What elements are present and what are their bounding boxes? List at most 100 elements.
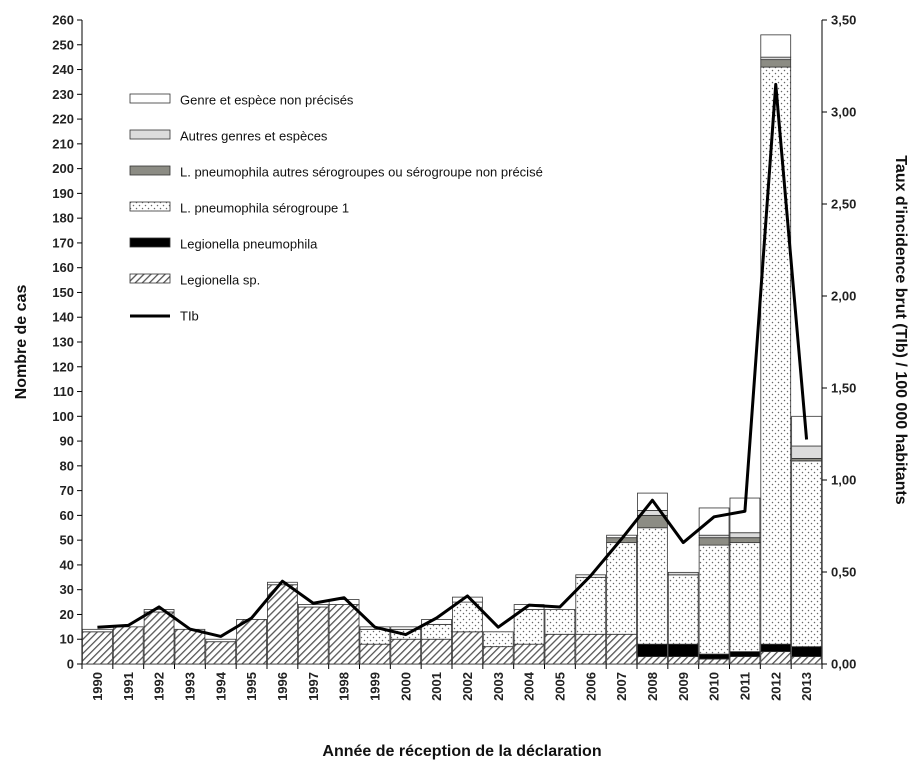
y-tick-label: 120 [52, 359, 74, 374]
y-tick-label: 220 [52, 112, 74, 127]
y2-tick-label: 0,00 [831, 657, 856, 672]
y2-tick-label: 2,00 [831, 289, 856, 304]
y-tick-label: 90 [60, 434, 74, 449]
bar-segment-diagonal-hatch [297, 606, 329, 665]
legend-swatch [129, 201, 171, 212]
y-tick-label: 160 [52, 260, 74, 275]
x-tick-label: 2012 [768, 672, 783, 701]
y-tick-label: 20 [60, 607, 74, 622]
x-tick-label: 2013 [799, 672, 814, 701]
legend-swatch [129, 237, 171, 248]
y-tick-label: 10 [60, 632, 74, 647]
bar-segment-solid-black [698, 653, 730, 660]
bar-segment-dark-grey [698, 537, 730, 546]
y-tick-label: 40 [60, 557, 74, 572]
y-tick-label: 200 [52, 161, 74, 176]
x-tick-label: 2004 [522, 671, 537, 701]
tick-labels: 0 10 20 30 40 50 60 70 80 90 100 110 120 130 140 150 160… [52, 13, 856, 701]
bar-segment-dots [667, 574, 699, 645]
bar-segment-white [143, 609, 175, 613]
y-tick-label: 210 [52, 136, 74, 151]
x-tick-label: 1994 [213, 671, 228, 701]
x-tick-label: 2007 [614, 672, 629, 701]
x-tick-label: 2002 [460, 672, 475, 701]
x-tick-label: 2005 [552, 672, 567, 701]
bar-segment-dark-grey [729, 537, 761, 544]
bar-segment-diagonal-hatch [328, 604, 360, 665]
x-tick-label: 2001 [429, 672, 444, 701]
bar-segment-diagonal-hatch [236, 619, 267, 665]
x-tick-label: 2011 [737, 672, 752, 700]
x-tick-label: 1997 [306, 672, 321, 701]
y-tick-label: 50 [60, 533, 74, 548]
legend-swatch [129, 273, 171, 284]
bar-segment-diagonal-hatch [575, 633, 607, 665]
bar-segment-light-grey [791, 445, 822, 459]
legend-swatch [129, 165, 171, 176]
bar-segment-white [297, 604, 329, 608]
bar-segment-solid-black [729, 651, 761, 657]
x-tick-label: 1993 [182, 672, 197, 701]
legend-label: Legionella sp. [180, 273, 260, 288]
bar-segment-diagonal-hatch [606, 633, 637, 665]
bar-segment-solid-black [760, 643, 792, 653]
legend-label: Genre et espèce non précisés [180, 93, 354, 108]
bar-segment-diagonal-hatch [143, 611, 175, 665]
bar-segment-dots [544, 609, 576, 635]
bar-segment-dots [606, 542, 637, 635]
y-tick-label: 240 [52, 62, 74, 77]
bar-segment-dark-grey [760, 59, 792, 68]
x-axis-title: Année de réception de la déclaration [322, 743, 601, 760]
y-tick-label: 190 [52, 186, 74, 201]
legend-label: TIb [180, 309, 199, 324]
bar-segment-diagonal-hatch [637, 656, 668, 665]
y-tick-label: 140 [52, 310, 74, 325]
bar-segment-dark-grey [637, 514, 668, 529]
y2-tick-label: 1,00 [831, 473, 856, 488]
bar-segment-dots [729, 542, 761, 653]
x-tick-label: 2003 [491, 672, 506, 701]
legend-swatch [129, 129, 171, 140]
y-tick-label: 130 [52, 335, 74, 350]
x-tick-label: 1998 [337, 672, 352, 701]
bar-segment-diagonal-hatch [174, 628, 206, 665]
y-tick-label: 0 [67, 657, 74, 672]
y-tick-label: 170 [52, 235, 74, 250]
bar-segment-diagonal-hatch [390, 638, 422, 665]
x-tick-label: 1999 [367, 672, 382, 701]
bar-segment-white [760, 34, 792, 58]
legend-swatch [129, 93, 171, 104]
bar-segment-dots [791, 460, 822, 648]
y2-tick-label: 0,50 [831, 565, 856, 580]
bar-segment-diagonal-hatch [112, 626, 144, 665]
bar-segment-diagonal-hatch [452, 631, 483, 665]
y-tick-label: 150 [52, 285, 74, 300]
bar-segment-diagonal-hatch [267, 584, 298, 665]
bar-segment-diagonal-hatch [482, 646, 514, 665]
x-tick-label: 2010 [707, 672, 722, 701]
x-tick-label: 1996 [275, 672, 290, 701]
bar-segment-solid-black [667, 643, 699, 657]
x-tick-label: 1991 [121, 672, 136, 701]
bar-segment-diagonal-hatch [82, 631, 113, 665]
bar-segment-diagonal-hatch [667, 656, 699, 665]
bar-segment-diagonal-hatch [698, 658, 730, 665]
y-tick-label: 250 [52, 37, 74, 52]
axes [77, 19, 827, 669]
y-tick-label: 70 [60, 483, 74, 498]
bar-segment-solid-black [791, 646, 822, 657]
tib-line [97, 82, 809, 638]
bar-segment-dots [359, 628, 391, 645]
y2-tick-label: 3,00 [831, 105, 856, 120]
legend: Genre et espèce non précisés Autres genre… [129, 93, 543, 324]
y2-tick-label: 2,50 [831, 197, 856, 212]
legend-label: L. pneumophila autres sérogroupes ou sér… [180, 165, 543, 180]
y-tick-label: 110 [53, 384, 74, 399]
bar-segment-white [82, 628, 113, 633]
bar-segment-dots [698, 544, 730, 655]
bar-segment-dots [421, 623, 452, 640]
bar-segment-light-grey [667, 571, 699, 576]
bar-segment-diagonal-hatch [544, 633, 576, 665]
x-tick-label: 1990 [90, 672, 105, 701]
legend-label: Legionella pneumophila [180, 237, 318, 252]
